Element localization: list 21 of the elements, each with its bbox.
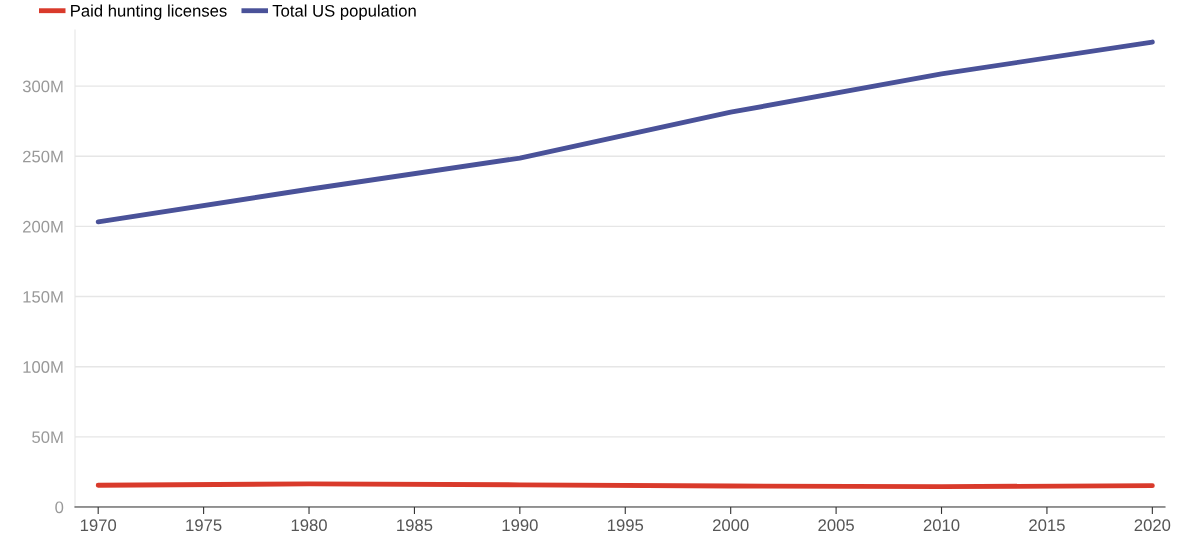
legend-label: Paid hunting licenses xyxy=(71,4,227,20)
y-tick-label: 250M xyxy=(23,150,63,163)
x-tick-label: 1980 xyxy=(291,519,327,532)
y-tick-label: 300M xyxy=(22,80,63,93)
y-tick-label: 100M xyxy=(23,361,63,373)
x-tick-label: 2005 xyxy=(818,519,854,532)
x-tick-label: 1990 xyxy=(502,519,538,532)
x-tick-label: 1985 xyxy=(397,519,433,532)
y-tick-label: 200M xyxy=(23,220,63,233)
x-tick-label: 1995 xyxy=(608,519,644,532)
x-tick-label: 2010 xyxy=(923,519,960,532)
y-tick-label: 0 xyxy=(55,501,64,514)
x-tick-label: 2015 xyxy=(1029,519,1065,532)
x-tick-label: 1975 xyxy=(186,519,222,532)
y-tick-label: 150M xyxy=(23,290,63,303)
y-tick-label: 50M xyxy=(32,431,63,444)
legend-label: Total US population xyxy=(272,4,416,20)
x-tick-label: 2000 xyxy=(712,519,749,532)
line-series xyxy=(95,39,1155,225)
x-tick-label: 2020 xyxy=(1134,519,1171,532)
x-tick-label: 1970 xyxy=(80,519,117,532)
